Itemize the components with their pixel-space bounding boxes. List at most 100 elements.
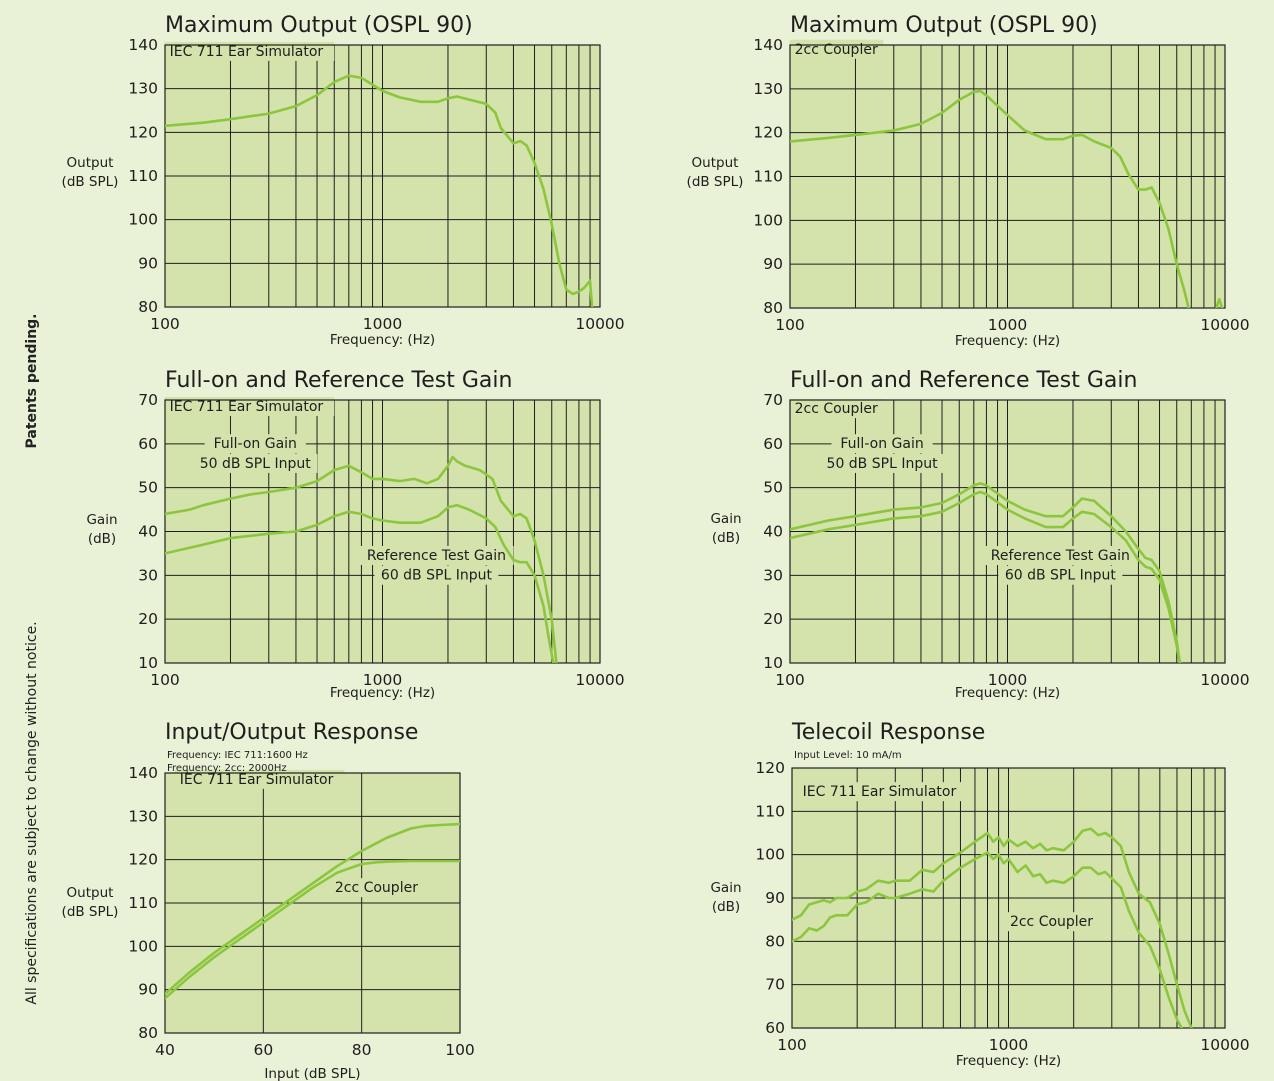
annotation-label: 50 dB SPL Input xyxy=(827,456,939,472)
annotation-label: Reference Test Gain xyxy=(991,548,1130,564)
annotation-backing xyxy=(204,434,306,454)
y-tick-label: 10 xyxy=(763,654,783,672)
x-tick-label: 1000 xyxy=(363,315,402,333)
annotation-backing xyxy=(1004,912,1099,932)
annotation-backing xyxy=(359,545,514,565)
y-tick-label: 30 xyxy=(763,566,783,584)
series-line-1 xyxy=(165,455,558,663)
y-tick-label: 70 xyxy=(763,391,783,409)
chart-title: Full-on and Reference Test Gain xyxy=(790,368,1137,393)
y-axis-label: (dB SPL) xyxy=(62,904,119,920)
chart-mpo-iec: IEC 711 Ear Simulator 80 90 100 110 120 130 140… xyxy=(62,13,625,348)
y-tick-label: 130 xyxy=(128,80,158,98)
y-tick-label: 100 xyxy=(128,211,158,229)
chart-title: Input/Output Response xyxy=(165,720,418,745)
annotation-backing xyxy=(797,782,968,802)
y-tick-label: 60 xyxy=(765,1019,785,1037)
x-tick-label: 100 xyxy=(777,1036,807,1054)
series-group xyxy=(790,481,1182,663)
y-tick-label: 50 xyxy=(763,479,783,497)
plot-border xyxy=(164,772,461,1034)
chart-subtitle: Input Level: 10 mA/m xyxy=(794,750,902,761)
x-tick-label: 100 xyxy=(775,316,805,334)
x-tick-label: 80 xyxy=(352,1041,372,1059)
y-tick-label: 140 xyxy=(128,764,158,782)
y-tick-label: 70 xyxy=(138,391,158,409)
y-tick-label: 140 xyxy=(128,36,158,54)
series-group xyxy=(165,74,594,307)
y-tick-label: 80 xyxy=(138,298,158,316)
annotation-label: Reference Test Gain xyxy=(367,548,506,564)
x-tick-label: 40 xyxy=(155,1041,175,1059)
series-line-1 xyxy=(790,89,1224,308)
chart-mpo-2cc: 2cc Coupler 80 90 100 110 120 130 140 100 1000 100… xyxy=(687,13,1250,349)
series-line-2 xyxy=(790,490,1182,663)
y-axis-label: Gain xyxy=(710,880,741,896)
y-tick-label: 20 xyxy=(138,610,158,628)
annotation-label: IEC 711 Ear Simulator xyxy=(803,784,957,800)
x-tick-label: 60 xyxy=(253,1041,273,1059)
x-tick-label: 10000 xyxy=(1200,316,1249,334)
gridlines xyxy=(790,44,1225,309)
x-tick-label: 10000 xyxy=(1200,1036,1249,1054)
x-axis-label: Input (dB SPL) xyxy=(264,1066,360,1081)
series-group xyxy=(792,827,1193,1028)
x-tick-label: 1000 xyxy=(988,671,1027,689)
series-line-1 xyxy=(790,481,1182,663)
annotation-label: 60 dB SPL Input xyxy=(1005,568,1117,584)
plot-border xyxy=(789,399,1226,664)
y-tick-label: 90 xyxy=(763,255,783,273)
chart-telecoil: IEC 711 Ear Simulator 2cc Coupler 60 70 80 90… xyxy=(710,720,1249,1069)
y-tick-label: 60 xyxy=(763,435,783,453)
series-line-1 xyxy=(165,74,594,307)
y-tick-label: 90 xyxy=(138,254,158,272)
y-tick-label: 90 xyxy=(138,981,158,999)
y-axis-label: (dB) xyxy=(712,899,740,915)
annotation-label: 2cc Coupler xyxy=(795,401,878,417)
y-tick-label: 110 xyxy=(753,168,783,186)
annotation-label: IEC 711 Ear Simulator xyxy=(170,44,324,60)
x-tick-label: 100 xyxy=(445,1041,475,1059)
annotation-backing xyxy=(374,565,499,585)
series-line-1 xyxy=(792,827,1193,1028)
x-axis-label: Frequency: (Hz) xyxy=(330,685,435,701)
chart-subtitle: Frequency: IEC 711:1600 Hz xyxy=(167,750,308,761)
y-tick-label: 100 xyxy=(755,846,785,864)
annotation-backing xyxy=(820,453,945,473)
series-line-2 xyxy=(792,851,1183,1028)
annotation-label: Full-on Gain xyxy=(840,436,923,452)
y-tick-label: 40 xyxy=(138,523,158,541)
annotation-backing xyxy=(164,41,335,61)
annotation-label: IEC 711 Ear Simulator xyxy=(180,772,334,788)
series-group xyxy=(790,89,1224,308)
chart-io: IEC 711 Ear Simulator 2cc Coupler 80 90 100 1… xyxy=(62,720,475,1081)
x-axis-label: Frequency: (Hz) xyxy=(955,685,1060,701)
annotation-backing xyxy=(789,399,884,419)
annotation-label: 2cc Coupler xyxy=(1010,914,1093,930)
series-group xyxy=(165,822,460,1000)
annotation-backing xyxy=(164,396,335,416)
series-line-2 xyxy=(165,859,460,1000)
y-axis-label: Output xyxy=(692,155,739,171)
annotation-label: IEC 711 Ear Simulator xyxy=(170,399,324,415)
x-tick-label: 10000 xyxy=(575,671,624,689)
plot-border xyxy=(164,44,601,308)
y-axis-label: (dB) xyxy=(712,530,740,546)
plot-border xyxy=(164,399,601,664)
annotation-backing xyxy=(329,878,424,898)
y-tick-label: 80 xyxy=(763,299,783,317)
y-tick-label: 30 xyxy=(138,566,158,584)
y-tick-label: 40 xyxy=(763,523,783,541)
y-axis-label: Gain xyxy=(86,512,117,528)
y-tick-label: 100 xyxy=(128,937,158,955)
y-tick-label: 110 xyxy=(755,802,785,820)
y-tick-label: 120 xyxy=(755,759,785,777)
y-tick-label: 100 xyxy=(753,211,783,229)
x-tick-label: 10000 xyxy=(575,315,624,333)
y-tick-label: 60 xyxy=(138,435,158,453)
plot-border xyxy=(791,767,1226,1029)
chart-title: Telecoil Response xyxy=(791,720,985,745)
y-axis-label: Output xyxy=(67,885,114,901)
chart-title: Maximum Output (OSPL 90) xyxy=(790,13,1098,38)
